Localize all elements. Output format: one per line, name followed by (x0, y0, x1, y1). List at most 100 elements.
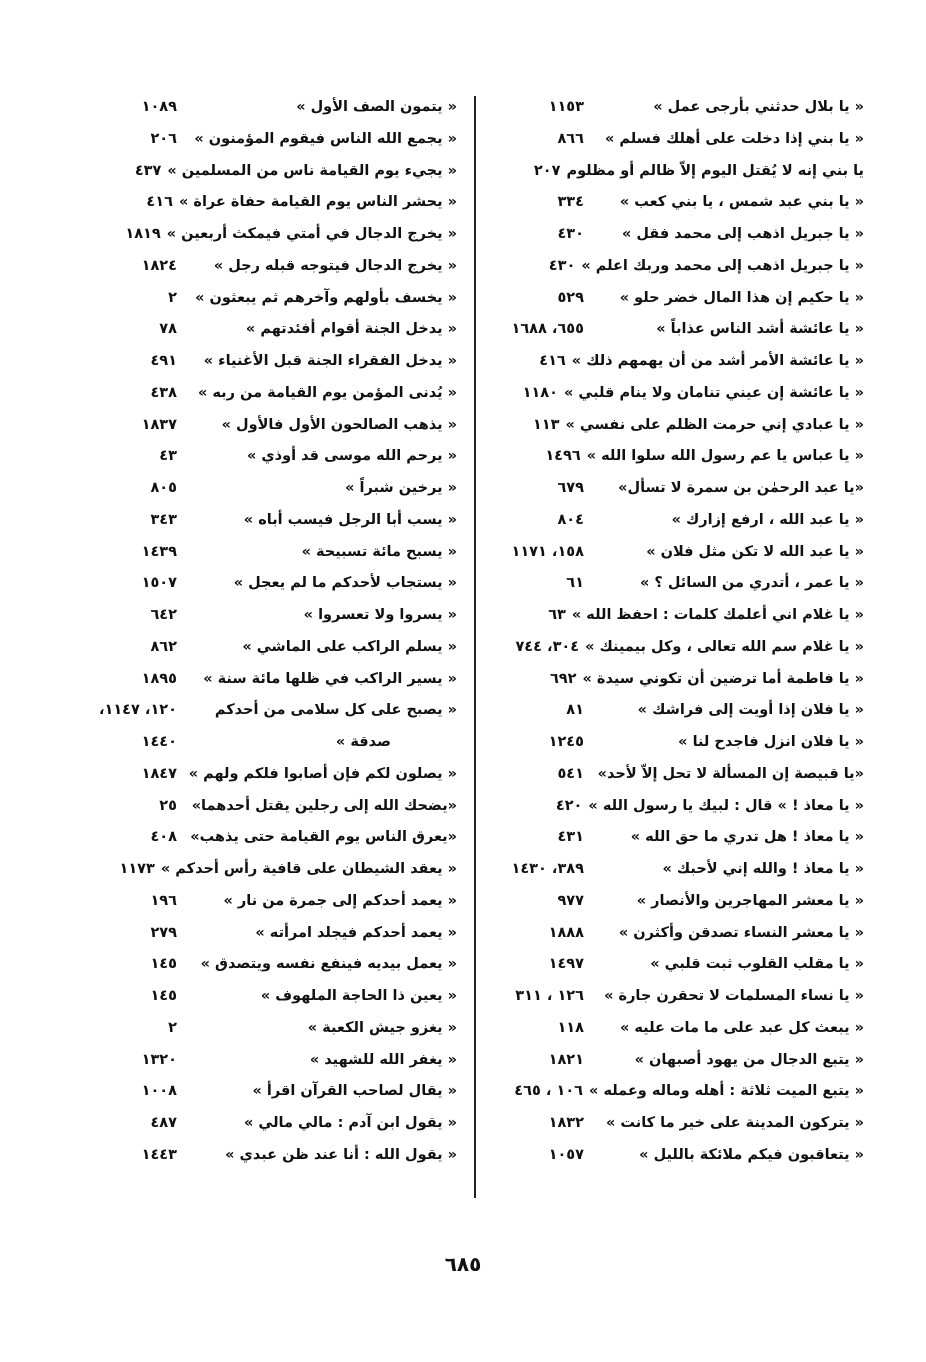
hadith-text: « يصبح على كل سلامى من أحدكم (214, 702, 457, 719)
page-references: ١٢٠، ١١٤٧، (98, 702, 177, 719)
index-entry: « يا بني عبد شمس ، يا بني كعب » ٣٣٤ (480, 187, 864, 219)
hadith-text: « يا عبادي إني حرمت الظلم على نفسي » (565, 416, 864, 433)
hadith-text: « يا عائشة أشد الناس عذاباً » (656, 321, 864, 338)
index-entry: « يا بني إذا دخلت على أهلك فسلم » ٨٦٦ (480, 124, 864, 156)
hadith-text: « يغفر الله للشهيد » (309, 1051, 457, 1068)
hadith-text: « يا معاذ ! والله إني لأحبك » (662, 861, 864, 877)
page-references: ١٤٥ (150, 956, 177, 973)
page-references: ٦٥٥، ١٦٨٨ (511, 321, 584, 338)
hadith-text: « يقول ابن آدم : مالي مالي » (244, 1115, 457, 1131)
hadith-text: « يقال لصاحب القرآن اقرأ » (252, 1083, 457, 1100)
page-references: ٤٣ (159, 448, 177, 465)
page-references: ١٨٣٧ (141, 416, 177, 433)
index-entry: « يا عمر ، أتدري من السائل ؟ » ٦١ (480, 568, 864, 600)
index-entry: « يتركون المدينة على خير ما كانت » ١٨٣٢ (480, 1108, 864, 1140)
index-entry: « يجيء يوم القيامة ناس من المسلمين » ٤٣٧ (70, 156, 457, 188)
hadith-text: «يعرق الناس يوم القيامة حتى يذهب» (190, 829, 457, 846)
page-references: ١٤٤٠ (141, 734, 177, 750)
hadith-text: « يرخين شبراً » (345, 480, 457, 496)
index-entry: صدقة » ١٤٤٠ (70, 727, 457, 759)
index-entry: « يغزو جيش الكعبة » ٢ (70, 1013, 457, 1045)
hadith-text: « يا معشر النساء تصدقن وأكثرن » (618, 924, 864, 941)
page-references: ٨٦٦ (557, 130, 584, 147)
page-references: ١١٧٣ (119, 861, 155, 877)
page-references: ٤٣٠ (557, 226, 584, 242)
page-references: ١٨٢٤ (141, 257, 177, 274)
page-references: ١٣٢٠ (141, 1051, 177, 1068)
hadith-text: « يا فلان إذا أويت إلى فراشك » (637, 702, 864, 719)
page-references: ٣٠٤، ٧٤٤ (515, 638, 580, 655)
page-references: ١٨٢١ (548, 1051, 584, 1068)
hadith-text: « يعين ذا الحاجة الملهوف » (260, 988, 457, 1004)
index-entry: « يحشر الناس يوم القيامة حفاة عراة » ٤١٦ (70, 187, 457, 219)
index-entry: «يا عبد الرحمٰن بن سمرة لا تسأل» ٦٧٩ (480, 473, 864, 505)
page-references: ١٥٨، ١١٧١ (511, 543, 584, 560)
hadith-text: « يتركون المدينة على خير ما كانت » (606, 1115, 864, 1131)
hadith-text: « يسير الراكب في ظلها مائة سنة » (203, 670, 457, 687)
hadith-text: « يبعث كل عبد على ما مات عليه » (619, 1019, 864, 1036)
hadith-text: « يحشر الناس يوم القيامة حفاة عراة » (178, 194, 457, 211)
page-references: ٨٠٥ (150, 480, 177, 496)
page-references: ١٤٩٦ (545, 448, 581, 465)
page-references: ٢٧٩ (150, 924, 177, 941)
hadith-text: « يدخل الجنة أقوام أفئدتهم » (245, 321, 457, 338)
index-entry: « يعقد الشيطان على قافية رأس أحدكم » ١١٧٣ (70, 854, 457, 886)
page-references: ١٩٦ (150, 892, 177, 909)
index-entry: « يا بلال حدثني بأرجى عمل » ١١٥٣ (480, 92, 864, 124)
hadith-text: يا بني إنه لا يُقتل اليوم إلاّ ظالم أو م… (566, 162, 864, 179)
hadith-text: « يا عباس يا عم رسول الله سلوا الله » (586, 448, 864, 465)
hadith-text: « يسب أبا الرجل فيسب أباه » (243, 511, 457, 528)
index-entry: « يعمد أحدكم فيجلد امرأته » ٢٧٩ (70, 918, 457, 950)
index-column-left: « يتمون الصف الأول » ١٠٨٩ « يجمع الله النا… (70, 92, 457, 1172)
page-references: ١١٨ (557, 1019, 584, 1036)
hadith-text: « يرحم الله موسى قد أوذي » (246, 448, 457, 465)
page-references: ١٤٤٣ (141, 1146, 177, 1163)
hadith-text: « يعمل بيديه فينفع نفسه ويتصدق » (200, 956, 457, 973)
hadith-text: « يجمع الله الناس فيقوم المؤمنون » (194, 130, 457, 147)
index-entry: « يا جبريل اذهب إلى محمد وربك اعلم » ٤٣٠ (480, 251, 864, 283)
index-entry: « يقول الله : أنا عند ظن عبدي » ١٤٤٣ (70, 1140, 457, 1172)
hadith-text: « يا عبد الله لا تكن مثل فلان » (646, 543, 864, 560)
hadith-text: « يذهب الصالحون الأول فالأول » (221, 416, 457, 433)
page-references: ٥٢٩ (557, 289, 584, 306)
hadith-text: «يا قبيصة إن المسألة لا تحل إلاّ لأحد» (597, 765, 864, 782)
index-entry: « يا حكيم إن هذا المال خضر حلو » ٥٢٩ (480, 283, 864, 315)
index-entry: « يعين ذا الحاجة الملهوف » ١٤٥ (70, 981, 457, 1013)
hadith-text: « يا معاذ ! » قال : لبيك يا رسول الله » (588, 797, 864, 814)
index-entry: « يا جبريل اذهب إلى محمد فقل » ٤٣٠ (480, 219, 864, 251)
hadith-text: « يعمد أحدكم فيجلد امرأته » (255, 924, 457, 941)
index-entry: « يا عائشة أشد الناس عذاباً » ٦٥٥، ١٦٨٨ (480, 314, 864, 346)
page-references: ٢٠٦ (150, 130, 177, 147)
index-entry: « يتبع الميت ثلاثة : أهله وماله وعمله » ١… (480, 1076, 864, 1108)
hadith-text: « يسروا ولا تعسروا » (303, 607, 457, 623)
index-entry: «يا قبيصة إن المسألة لا تحل إلاّ لأحد» ٥٤… (480, 759, 864, 791)
index-entry: « يا عائشة الأمر أشد من أن يهمهم ذلك » ٤١… (480, 346, 864, 378)
page-references: ٣٣٤ (557, 194, 584, 211)
hadith-text: « يخرج الدجال في أمتي فيمكث أربعين » (166, 226, 457, 242)
hadith-text: « يسلم الراكب على الماشي » (242, 638, 457, 655)
index-entry: « يا عباس يا عم رسول الله سلوا الله » ١٤٩… (480, 441, 864, 473)
index-entry: « يا عبد الله ، ارفع إزارك » ٨٠٤ (480, 505, 864, 537)
index-entry: « يسب أبا الرجل فيسب أباه » ٣٤٣ (70, 505, 457, 537)
hadith-text: « يا بني إذا دخلت على أهلك فسلم » (604, 130, 864, 147)
hadith-text: « يتعاقبون فيكم ملائكة بالليل » (639, 1146, 864, 1163)
index-entry: يا بني إنه لا يُقتل اليوم إلاّ ظالم أو م… (480, 156, 864, 188)
page-references: ١١٨٠ (522, 384, 558, 401)
page-references: ٦٧٩ (557, 480, 584, 496)
page-references: ١٨٨٨ (548, 924, 584, 941)
index-entry: « يا معاذ ! هل تدري ما حق الله » ٤٣١ (480, 822, 864, 854)
hadith-text: « يا غلام اني أعلمك كلمات : احفظ الله » (571, 607, 864, 623)
index-entry: « يسلم الراكب على الماشي » ٨٦٢ (70, 632, 457, 664)
index-entry: « يا غلام سم الله تعالى ، وكل بيمينك » ٣٠… (480, 632, 864, 664)
page-references: ٢ (168, 289, 177, 306)
hadith-text: « يصلون لكم فإن أصابوا فلكم ولهم » (188, 765, 457, 782)
index-entry: «يعرق الناس يوم القيامة حتى يذهب» ٤٠٨ (70, 822, 457, 854)
page-references: ٣٤٣ (150, 511, 177, 528)
index-entry: « يتعاقبون فيكم ملائكة بالليل » ١٠٥٧ (480, 1140, 864, 1172)
index-entry: « يا معاذ ! والله إني لأحبك » ٣٨٩، ١٤٣٠ (480, 854, 864, 886)
index-column-right: « يا بلال حدثني بأرجى عمل » ١١٥٣ « يا بني … (480, 92, 864, 1172)
page-references: ٤٣١ (557, 829, 584, 846)
index-entry: « يجمع الله الناس فيقوم المؤمنون » ٢٠٦ (70, 124, 457, 156)
page-references: ٨١ (566, 702, 584, 719)
index-entry: « يذهب الصالحون الأول فالأول » ١٨٣٧ (70, 410, 457, 442)
